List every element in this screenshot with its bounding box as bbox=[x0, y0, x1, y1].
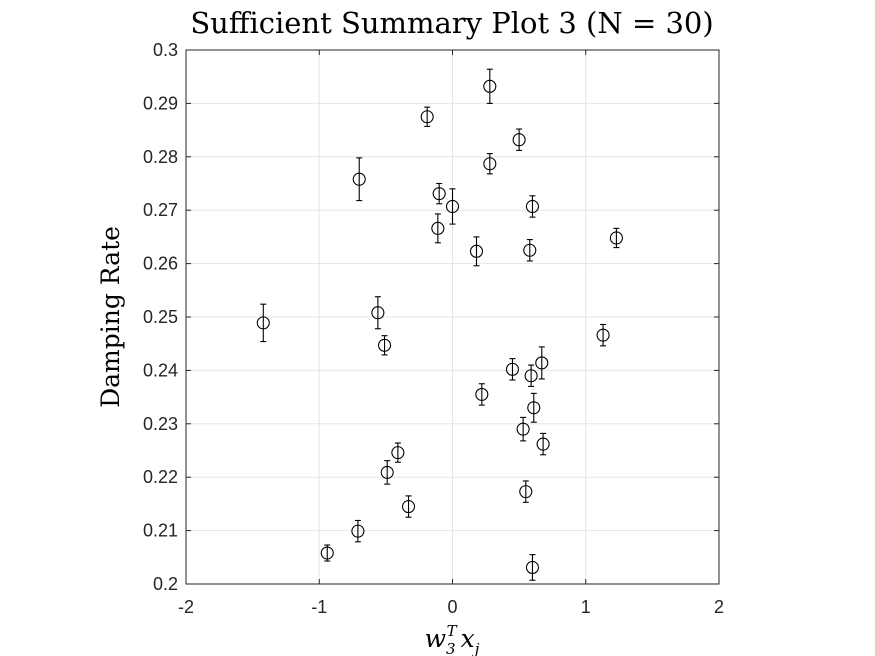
y-tick-label: 0.29 bbox=[143, 93, 178, 113]
circle-marker bbox=[523, 243, 537, 257]
data-point bbox=[483, 153, 497, 175]
data-point bbox=[420, 106, 434, 127]
circle-marker bbox=[380, 465, 394, 479]
y-tick-label: 0.23 bbox=[143, 414, 178, 434]
data-point bbox=[527, 392, 541, 423]
data-point bbox=[535, 346, 549, 380]
circle-marker bbox=[524, 369, 538, 383]
circle-marker bbox=[475, 387, 489, 401]
circle-marker bbox=[483, 79, 497, 93]
data-point bbox=[475, 383, 489, 406]
data-point bbox=[469, 236, 484, 267]
circle-marker bbox=[512, 133, 526, 147]
y-tick-label: 0.2 bbox=[153, 574, 178, 594]
circle-marker bbox=[420, 110, 434, 124]
data-point bbox=[256, 303, 270, 343]
x-tick-label: 1 bbox=[581, 597, 591, 617]
data-point bbox=[519, 480, 533, 503]
circle-marker bbox=[432, 187, 446, 201]
circle-marker bbox=[469, 244, 484, 258]
y-tick-label: 0.22 bbox=[143, 467, 178, 487]
data-point bbox=[352, 157, 366, 202]
x-tick-label: 0 bbox=[447, 597, 457, 617]
circle-marker bbox=[535, 356, 549, 370]
circle-marker bbox=[256, 316, 270, 330]
y-tick-label: 0.25 bbox=[143, 307, 178, 327]
circle-marker bbox=[401, 500, 416, 514]
axis-ticks: -2 -1 0 1 2 0.2 0.21 0.22 0.23 0.24 0.25 0.26 0.27 0.… bbox=[143, 40, 724, 617]
circle-marker bbox=[351, 524, 365, 538]
circle-marker bbox=[525, 199, 540, 214]
circle-marker bbox=[371, 306, 385, 320]
circle-marker bbox=[527, 401, 541, 415]
y-tick-label: 0.24 bbox=[143, 360, 178, 380]
y-tick-label: 0.3 bbox=[153, 40, 178, 60]
circle-marker bbox=[431, 221, 445, 235]
data-point bbox=[391, 442, 405, 463]
circle-marker bbox=[516, 422, 530, 436]
y-tick-label: 0.27 bbox=[143, 200, 178, 220]
y-tick-label: 0.21 bbox=[143, 521, 178, 541]
data-point bbox=[536, 432, 550, 456]
chart-title: Sufficient Summary Plot 3 (N = 30) bbox=[190, 6, 713, 40]
data-point bbox=[609, 227, 623, 249]
circle-marker bbox=[609, 231, 623, 245]
data-point bbox=[512, 128, 526, 151]
data-point bbox=[445, 188, 460, 225]
data-point bbox=[431, 213, 445, 244]
x-tick-label: -2 bbox=[178, 597, 194, 617]
x-axis-label: w3T xj bbox=[425, 622, 480, 656]
circle-marker bbox=[519, 485, 533, 499]
y-tick-label: 0.26 bbox=[143, 254, 178, 274]
data-point bbox=[401, 495, 416, 518]
data-point bbox=[505, 358, 520, 381]
data-point bbox=[525, 554, 540, 581]
y-tick-label: 0.28 bbox=[143, 147, 178, 167]
data-point bbox=[371, 296, 385, 330]
circle-marker bbox=[391, 446, 405, 460]
x-tick-label: -1 bbox=[311, 597, 327, 617]
circle-marker bbox=[505, 362, 520, 376]
circle-marker bbox=[320, 546, 334, 560]
data-point bbox=[596, 323, 610, 347]
circle-marker bbox=[525, 560, 540, 574]
y-axis-label: Damping Rate bbox=[96, 226, 125, 408]
data-point bbox=[320, 544, 334, 562]
data-point bbox=[377, 335, 392, 356]
circle-marker bbox=[596, 328, 610, 342]
data-point bbox=[432, 182, 446, 205]
data-point bbox=[523, 239, 537, 262]
data-point bbox=[516, 416, 530, 442]
circle-marker bbox=[377, 338, 392, 352]
data-points bbox=[256, 68, 623, 581]
circle-marker bbox=[352, 172, 366, 186]
data-point bbox=[525, 195, 540, 218]
data-point bbox=[380, 460, 394, 485]
x-tick-label: 2 bbox=[714, 597, 724, 617]
circle-marker bbox=[483, 157, 497, 171]
data-point bbox=[483, 68, 497, 104]
circle-marker bbox=[445, 199, 460, 214]
data-point bbox=[351, 519, 365, 543]
circle-marker bbox=[536, 437, 550, 451]
data-point bbox=[524, 364, 538, 387]
